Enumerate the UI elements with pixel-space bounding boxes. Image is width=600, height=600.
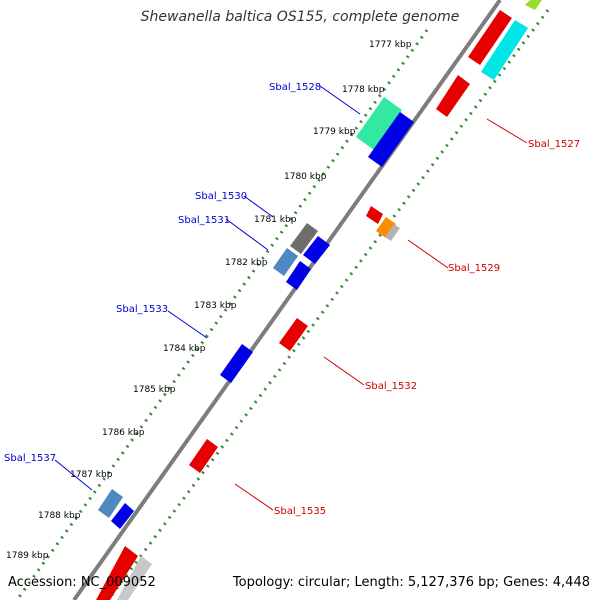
- leader-line: [407, 239, 449, 269]
- leader-line: [319, 85, 361, 115]
- leader-line: [486, 118, 528, 144]
- leader-line: [167, 310, 208, 339]
- tick-label: 1789 kbp: [6, 551, 49, 561]
- tick-label: 1777 kbp: [369, 40, 412, 50]
- gene-feature[interactable]: [468, 10, 512, 65]
- genome-backbone: [72, 0, 502, 600]
- gene-label[interactable]: Sbal_1533: [116, 304, 168, 315]
- gene-label[interactable]: Sbal_1532: [365, 381, 417, 392]
- gene-label[interactable]: Sbal_1529: [448, 263, 500, 274]
- gene-label[interactable]: Sbal_1528: [269, 82, 321, 93]
- gene-labels: Sbal_1528 Sbal_1530 Sbal_1531 Sbal_1533 …: [4, 82, 580, 517]
- gene-feature[interactable]: [117, 556, 152, 600]
- leader-line: [225, 218, 269, 251]
- gene-feature[interactable]: [376, 217, 396, 238]
- tick-label: 1783 kbp: [194, 301, 237, 311]
- minus-strand-features: [117, 0, 542, 600]
- topology-summary: Topology: circular; Length: 5,127,376 bp…: [232, 575, 590, 590]
- gene-feature[interactable]: [286, 261, 311, 290]
- tick-label: 1786 kbp: [102, 428, 145, 438]
- gene-feature[interactable]: [279, 318, 308, 351]
- plus-strand-features: [96, 97, 414, 600]
- gene-label[interactable]: Sbal_1531: [178, 215, 230, 226]
- leader-line: [54, 459, 93, 491]
- gene-feature[interactable]: [189, 439, 218, 473]
- minus-tick-track: [106, 9, 550, 600]
- gene-feature[interactable]: [436, 75, 470, 117]
- gene-feature[interactable]: [220, 344, 253, 383]
- gene-feature[interactable]: [481, 20, 528, 80]
- leader-line: [243, 195, 274, 218]
- map-title: Shewanella baltica OS155, complete genom…: [140, 9, 460, 25]
- tick-label: 1779 kbp: [313, 127, 356, 137]
- leader-line: [323, 356, 365, 386]
- gene-feature[interactable]: [111, 503, 134, 529]
- gene-feature[interactable]: [368, 112, 414, 167]
- tick-label: 1784 kbp: [163, 344, 206, 354]
- leader-line: [234, 483, 274, 511]
- gene-feature[interactable]: [366, 206, 383, 224]
- gene-feature[interactable]: [385, 224, 400, 241]
- gene-label[interactable]: Sbal_1530: [195, 191, 247, 202]
- leader-lines: [54, 85, 528, 511]
- gene-feature[interactable]: [290, 223, 318, 254]
- gene-label[interactable]: Sbal_1537: [4, 453, 56, 464]
- tick-label: 1788 kbp: [38, 511, 81, 521]
- gene-feature[interactable]: [525, 0, 542, 10]
- tick-label: 1787 kbp: [70, 470, 113, 480]
- gene-label[interactable]: Sbal_1527: [528, 139, 580, 150]
- tick-label: 1781 kbp: [254, 215, 297, 225]
- gene-feature[interactable]: [273, 248, 298, 276]
- gene-feature[interactable]: [303, 236, 330, 264]
- tick-label: 1782 kbp: [225, 258, 268, 268]
- tick-label: 1785 kbp: [133, 385, 176, 395]
- gene-feature[interactable]: [356, 97, 402, 150]
- gene-feature[interactable]: [96, 546, 138, 600]
- plus-tick-track: [15, 29, 429, 600]
- gene-feature[interactable]: [98, 489, 123, 518]
- gene-label[interactable]: Sbal_1535: [274, 506, 326, 517]
- tick-label: 1780 kbp: [284, 172, 327, 182]
- accession-text: Accession: NC_009052: [8, 575, 156, 590]
- tick-label: 1778 kbp: [342, 85, 385, 95]
- tick-labels: 1777 kbp 1778 kbp 1779 kbp 1780 kbp 1781…: [6, 40, 412, 561]
